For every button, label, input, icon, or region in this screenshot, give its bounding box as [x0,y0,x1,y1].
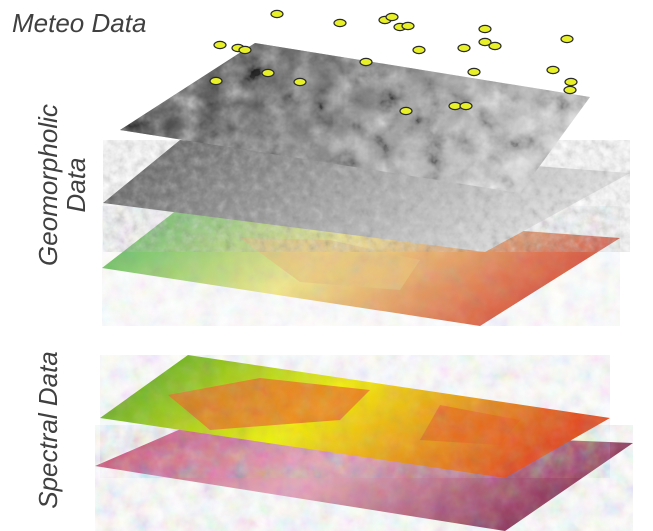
weather-station-marker [261,68,275,78]
weather-station-marker [238,45,252,55]
weather-station-marker [488,41,502,51]
weather-station-marker [293,77,307,87]
weather-station-marker [385,12,399,22]
weather-station-marker [459,101,473,111]
weather-station-marker [560,34,574,44]
weather-station-marker [213,40,227,50]
weather-station-marker [457,43,471,53]
weather-stations [209,9,578,116]
meteo-data-label: Meteo Data [12,8,147,38]
weather-station-marker [270,9,284,19]
weather-station-marker [478,24,492,34]
weather-station-marker [546,65,560,75]
weather-station-marker [333,18,347,28]
weather-station-marker [448,101,462,111]
weather-station-marker [399,106,413,116]
weather-station-marker [478,37,492,47]
weather-station-marker [563,85,577,95]
weather-station-marker [401,21,415,31]
weather-station-marker [467,67,481,77]
ndvi-layer [100,355,610,478]
weather-station-marker [564,77,578,87]
weather-station-marker [209,76,223,86]
weather-station-marker [412,45,426,55]
weather-station-marker [359,57,373,67]
